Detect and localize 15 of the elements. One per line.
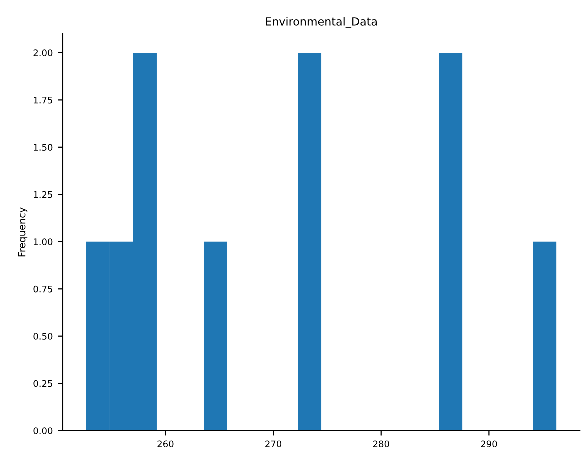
y-tick-label: 2.00 bbox=[34, 50, 53, 57]
y-tick-label: 1.25 bbox=[34, 191, 52, 198]
y-tick-label: 0.25 bbox=[34, 380, 52, 388]
y-tick-label: 1.50 bbox=[34, 144, 53, 151]
y-tick-label: 0.00 bbox=[34, 428, 53, 434]
y-tick-label: 0.75 bbox=[34, 286, 52, 293]
x-tick-label: 290 bbox=[481, 440, 498, 448]
x-tick-label: 260 bbox=[158, 440, 174, 448]
y-axis-title: Frequency bbox=[18, 208, 28, 257]
x-tick-label: 270 bbox=[266, 440, 282, 448]
y-tick-label: 1.00 bbox=[34, 238, 53, 246]
chart-title: Environmental_Data bbox=[266, 17, 377, 28]
y-tick-label: 0.50 bbox=[34, 333, 53, 340]
y-tick-label: 1.75 bbox=[34, 97, 52, 104]
x-tick-label: 280 bbox=[373, 440, 390, 448]
